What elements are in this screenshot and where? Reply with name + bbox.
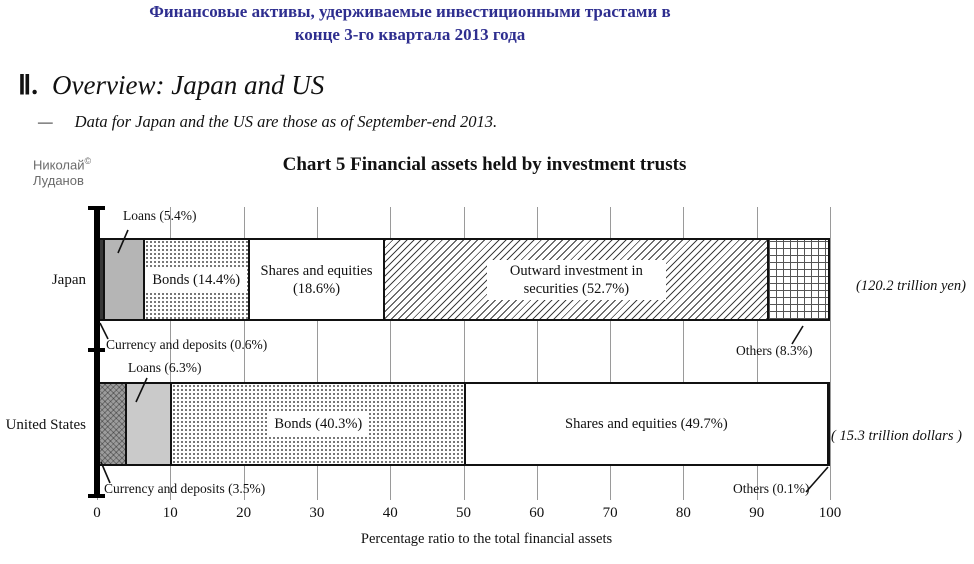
x-tick-label-70: 70: [602, 505, 618, 521]
leader-line-japan-others: [791, 325, 804, 345]
gridline-100: [830, 207, 831, 500]
total-united-states: ( 15.3 trillion dollars ): [831, 428, 962, 444]
segment-currency-and-deposits: [99, 384, 125, 464]
segment-loans: [103, 240, 143, 319]
segment-others: [767, 240, 828, 319]
section-title: Overview: Japan and US: [52, 70, 325, 100]
y-axis-line: [94, 207, 100, 498]
category-label-united-states: United States: [5, 417, 86, 433]
callout-us-currency: Currency and deposits (3.5%): [104, 481, 266, 496]
copyright-icon: ©: [84, 156, 92, 166]
x-tick-label-0: 0: [93, 505, 101, 521]
segment-label: Bonds (40.3%): [267, 413, 370, 435]
callout-us-loans: Loans (6.3%): [128, 360, 202, 375]
category-label-japan: Japan: [51, 272, 86, 288]
x-tick-label-10: 10: [162, 505, 178, 521]
x-tick-label-60: 60: [529, 505, 545, 521]
watermark-name: Николай: [33, 157, 85, 173]
segment-outward-investment-in-securities: Outward investment in securities (52.7%): [383, 240, 768, 319]
x-tick-label-80: 80: [675, 505, 691, 521]
chart-title: Chart 5 Financial assets held by investm…: [282, 154, 687, 175]
watermark-line2: Луданов: [33, 173, 84, 189]
section-numeral: Ⅱ.: [18, 70, 39, 100]
document-title-line2: конце 3-го квартала 2013 года: [294, 25, 526, 44]
x-axis-title: Percentage ratio to the total financial …: [360, 531, 613, 547]
y-axis-cap-middle: [88, 348, 105, 352]
gridline-20: [243, 207, 245, 500]
segment-shares-and-equities: Shares and equities (49.7%): [464, 384, 827, 464]
total-japan: (120.2 trillion yen): [856, 278, 966, 294]
x-tick-label-20: 20: [236, 505, 252, 521]
gridline-60: [536, 207, 538, 500]
x-tick-label-90: 90: [749, 505, 765, 521]
y-axis-cap-bottom: [88, 494, 105, 498]
section-note: — Data for Japan and the US are those as …: [38, 112, 497, 132]
gridline-50: [463, 207, 465, 500]
watermark: Николай© Луданов: [33, 153, 91, 189]
segment-bonds: Bonds (40.3%): [170, 384, 465, 464]
segment-label: Outward investment in securities (52.7%): [486, 259, 666, 300]
segment-others: [826, 384, 829, 464]
section-heading: Ⅱ. Overview: Japan and US: [18, 70, 324, 101]
bar-united-states: Bonds (40.3%) Shares and equities (49.7%): [97, 382, 830, 466]
gridline-30: [316, 207, 318, 500]
gridline-90: [756, 207, 758, 500]
x-tick-label-30: 30: [309, 505, 325, 521]
x-tick-label-40: 40: [382, 505, 398, 521]
y-axis-cap-top: [88, 206, 105, 210]
segment-currency-and-deposits: [99, 240, 104, 319]
document-title-line1: Финансовые активы, удерживаемые инвестиц…: [149, 2, 671, 21]
callout-japan-others: Others (8.3%): [736, 343, 813, 358]
segment-label: Shares and equities (18.6%): [260, 262, 373, 297]
document-title-russian: Финансовые активы, удерживаемые инвестиц…: [0, 0, 820, 46]
section-note-text: Data for Japan and the US are those as o…: [74, 112, 498, 131]
bar-japan: Bonds (14.4%) Shares and equities (18.6%)…: [97, 238, 830, 321]
callout-japan-currency: Currency and deposits (0.6%): [106, 337, 268, 352]
segment-bonds: Bonds (14.4%): [142, 240, 248, 319]
x-tick-label-100: 100: [818, 505, 842, 521]
segment-label: Shares and equities (49.7%): [565, 416, 728, 432]
watermark-line1: Николай©: [33, 153, 91, 173]
callout-us-others: Others (0.1%): [733, 481, 810, 496]
bullet-dash: —: [38, 112, 53, 131]
segment-shares-and-equities: Shares and equities (18.6%): [247, 240, 384, 319]
x-tick-label-50: 50: [456, 505, 471, 521]
gridline-10: [170, 207, 172, 500]
segment-loans: [124, 384, 171, 464]
gridline-40: [390, 207, 392, 500]
callout-japan-loans: Loans (5.4%): [123, 208, 197, 223]
gridline-70: [610, 207, 612, 500]
segment-label: Bonds (14.4%): [145, 268, 248, 291]
gridline-80: [683, 207, 685, 500]
